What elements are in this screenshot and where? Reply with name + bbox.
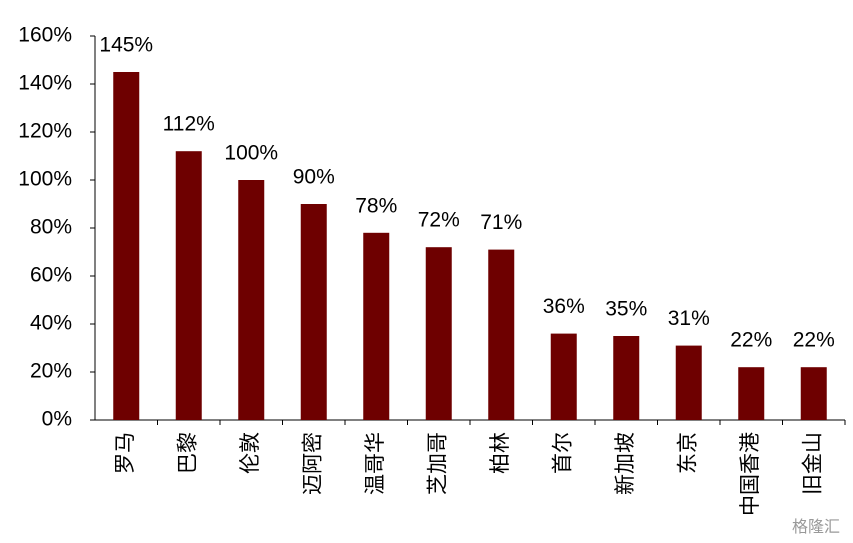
value-label: 90% — [293, 166, 335, 189]
value-label: 78% — [355, 194, 397, 217]
y-tick-label: 120% — [18, 120, 72, 143]
bar — [738, 367, 765, 420]
bar — [363, 232, 390, 420]
value-label: 145% — [99, 34, 153, 57]
bar — [113, 72, 140, 420]
x-tick-label: 东京 — [676, 432, 699, 474]
value-label: 71% — [480, 211, 522, 234]
x-tick-label: 中国香港 — [739, 432, 762, 516]
bar — [613, 336, 640, 420]
bar — [550, 333, 577, 420]
x-tick-label: 芝加哥 — [426, 432, 449, 495]
bar — [300, 204, 327, 420]
value-label: 36% — [543, 295, 585, 318]
value-label: 31% — [668, 307, 710, 330]
x-tick-label: 伦敦 — [239, 432, 262, 474]
value-label: 22% — [730, 329, 772, 352]
x-tick-label: 迈阿密 — [301, 432, 324, 495]
value-label: 22% — [793, 329, 835, 352]
y-tick-label: 0% — [42, 408, 72, 431]
x-tick-label: 罗马 — [114, 432, 137, 474]
bar — [175, 151, 202, 420]
watermark: 格隆汇 — [792, 518, 840, 536]
bar — [238, 180, 265, 420]
y-tick-label: 40% — [30, 312, 72, 335]
y-tick-label: 60% — [30, 264, 72, 287]
value-label: 35% — [605, 298, 647, 321]
x-tick-label: 温哥华 — [364, 432, 387, 495]
y-tick-label: 160% — [18, 24, 72, 47]
x-tick-label: 柏林 — [489, 432, 512, 474]
y-tick-label: 140% — [18, 72, 72, 95]
y-tick-label: 100% — [18, 168, 72, 191]
y-tick-label: 80% — [30, 216, 72, 239]
bar — [425, 247, 452, 420]
value-label: 100% — [224, 142, 278, 165]
x-tick-label: 巴黎 — [176, 432, 199, 474]
value-label: 112% — [163, 113, 215, 136]
bar — [675, 345, 702, 420]
bar — [800, 367, 827, 420]
x-tick-label: 首尔 — [551, 432, 574, 474]
x-tick-label: 新加坡 — [614, 432, 637, 495]
value-label: 72% — [418, 209, 460, 232]
bar — [488, 249, 515, 420]
x-tick-label: 旧金山 — [801, 432, 824, 495]
y-tick-label: 20% — [30, 360, 72, 383]
